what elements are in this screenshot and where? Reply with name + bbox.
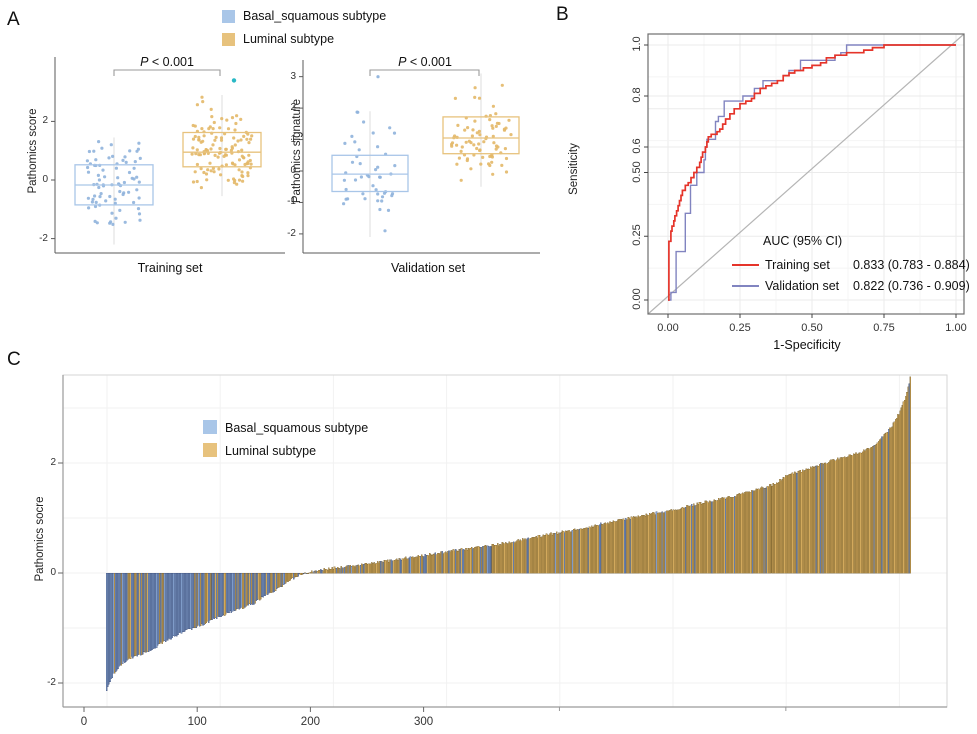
roc-y-tick-label: 0.00 [631, 288, 643, 310]
waterfall-y-axis-title: Pathomics socre [34, 496, 46, 582]
y-tick-label: -2 [39, 232, 48, 244]
waterfall-x-tick-label: 200 [300, 716, 320, 728]
y-tick-label: -1 [287, 196, 296, 208]
y-tick-label: 3 [290, 70, 296, 82]
validation-line-swatch [732, 285, 759, 287]
waterfall-y-tick-label: 2 [50, 457, 56, 468]
legend-label-luminal: Luminal subtype [243, 32, 335, 46]
waterfall-x-tick-label: 300 [414, 716, 434, 728]
roc-y-tick-label: 0.6 [631, 138, 643, 154]
roc-x-tick-label: 0.00 [657, 322, 679, 334]
y-tick-label: 1 [290, 133, 296, 145]
y-tick-label: -2 [287, 227, 296, 239]
y-tick-label: 2 [290, 102, 296, 114]
validation-series-label: Validation set [765, 279, 840, 293]
legend-swatch-luminal [222, 33, 235, 46]
waterfall-y-tick-label: 0 [50, 567, 56, 578]
training-line-swatch [732, 264, 759, 266]
panel-a-letter: A [7, 9, 20, 30]
pvalue-validation: P < 0.001 [365, 55, 485, 69]
roc-x-tick-label: 0.75 [873, 322, 895, 334]
auc-legend-header: AUC (95% CI) [763, 234, 843, 248]
training-series-label: Training set [765, 258, 830, 272]
roc-x-axis-title: 1-Specificity [773, 338, 841, 352]
roc-x-tick-label: 0.50 [801, 322, 823, 334]
panel-c-letter: C [7, 349, 21, 370]
y-tick-label: 0 [290, 165, 296, 176]
waterfall-legend-label-basal: Basal_squamous subtype [225, 421, 369, 435]
pvalue-p: P [398, 55, 407, 69]
panel-b-letter: B [556, 4, 569, 25]
roc-x-tick-label: 1.00 [945, 322, 967, 334]
pvalue-rest: < 0.001 [406, 55, 452, 69]
roc-x-tick-label: 0.25 [729, 322, 751, 334]
training-y-axis-title: Pathomics score [27, 108, 39, 194]
validation-x-axis-title: Validation set [390, 261, 466, 275]
pvalue-p: P [140, 55, 149, 69]
roc-y-tick-label: 0.25 [631, 224, 643, 246]
roc-y-tick-label: 1.0 [631, 36, 643, 52]
waterfall-legend-label-luminal: Luminal subtype [225, 444, 317, 458]
waterfall-y-tick-label: -2 [47, 677, 56, 688]
roc-y-tick-label: 0.8 [631, 87, 643, 103]
roc-y-axis-title: Sensiticity [568, 143, 580, 195]
waterfall-legend-swatch-basal [203, 420, 217, 434]
training-auc-value: 0.833 (0.783 - 0.884) [853, 258, 970, 272]
y-tick-label: 2 [42, 115, 48, 127]
waterfall-x-tick-label: 100 [187, 716, 207, 728]
validation-auc-value: 0.822 (0.736 - 0.909) [853, 279, 970, 293]
y-tick-label: 0 [42, 174, 48, 185]
waterfall-legend-swatch-luminal [203, 443, 217, 457]
waterfall-x-tick-label: 0 [80, 716, 88, 728]
pvalue-training: P < 0.001 [107, 55, 227, 69]
legend-swatch-basal [222, 10, 235, 23]
auc-row-validation: Validation set 0.822 (0.736 - 0.909) [732, 279, 970, 293]
pvalue-rest: < 0.001 [148, 55, 194, 69]
training-x-axis-title: Training set [137, 261, 203, 275]
legend-label-basal: Basal_squamous subtype [243, 9, 387, 23]
auc-row-training: Training set 0.833 (0.783 - 0.884) [732, 258, 970, 272]
